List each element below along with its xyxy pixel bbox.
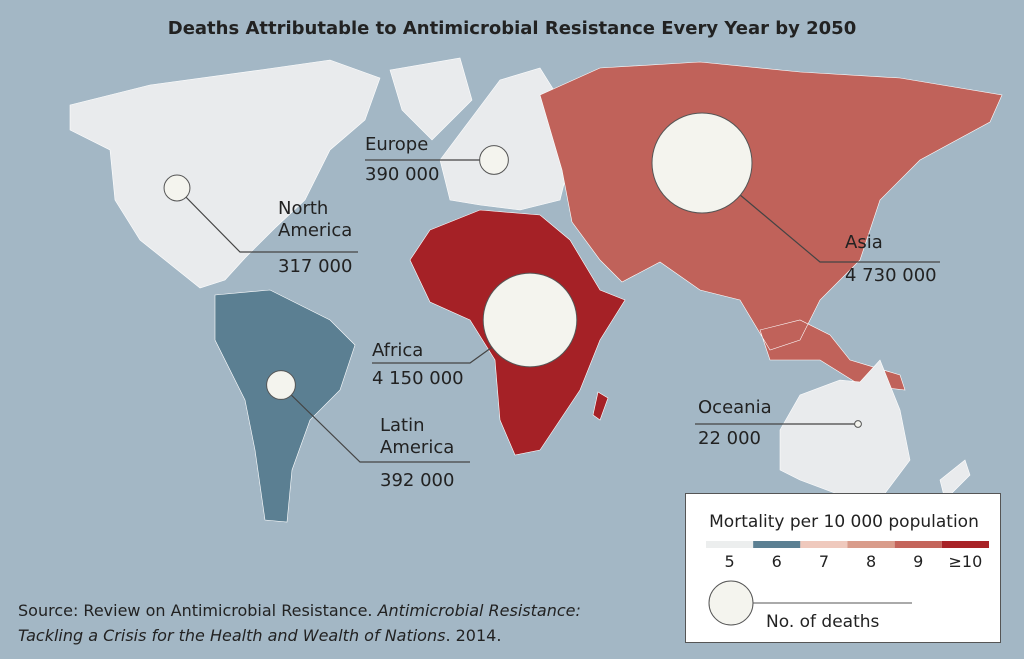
source: Source: Review on Antimicrobial Resistan… [18, 598, 638, 648]
leader-lines [176, 159, 940, 463]
asia [539, 61, 1003, 391]
scale-label: 6 [771, 552, 782, 571]
leader-line [701, 162, 940, 263]
death-bubble [482, 272, 578, 368]
death-bubble [651, 112, 753, 214]
size-key [708, 580, 754, 626]
scale-label: ≥10 [948, 552, 983, 571]
scale-label: 9 [913, 552, 924, 571]
death-bubble [163, 174, 191, 202]
scale-swatch [894, 541, 942, 548]
legend: Mortality per 10 000 population No. of d… [685, 493, 1001, 643]
region-name: Europe [365, 134, 429, 155]
scale-swatch [847, 541, 895, 548]
latin-america [214, 289, 356, 523]
region-deaths: 317 000 [278, 256, 353, 277]
region-deaths: 4 150 000 [372, 368, 464, 389]
source-suffix: . 2014. [445, 626, 502, 645]
death-bubble [266, 370, 296, 400]
scale-swatch [941, 541, 989, 548]
death-bubble [479, 145, 509, 175]
scale-label: 8 [865, 552, 877, 571]
region-name: Latin America [380, 415, 455, 458]
north-america [69, 57, 473, 289]
region-name: Asia [845, 232, 883, 253]
region-deaths: 392 000 [380, 470, 455, 491]
legend-graphic [706, 541, 989, 626]
title: Deaths Attributable to Antimicrobial Res… [167, 18, 857, 39]
scale-label: 5 [724, 552, 735, 571]
region-deaths: 22 000 [698, 428, 761, 449]
scale-swatch [800, 541, 848, 548]
region-deaths: 390 000 [365, 164, 440, 185]
legend-title: Mortality per 10 000 population [709, 512, 979, 532]
region-name: Oceania [698, 397, 772, 418]
source-title: Antimicrobial Resistance: Tackling a Cri… [18, 601, 581, 645]
scale-label: 7 [818, 552, 829, 571]
region-deaths: 4 730 000 [845, 265, 937, 286]
scale-swatch [706, 541, 754, 548]
region-name: North America [278, 198, 353, 241]
region-name: Africa [372, 340, 424, 361]
source-prefix: Source: Review on Antimicrobial Resistan… [18, 601, 378, 620]
death-bubble [854, 420, 862, 428]
scale-swatch [753, 541, 801, 548]
leader-line [176, 187, 358, 253]
oceania [779, 359, 971, 501]
size-label: No. of deaths [766, 612, 880, 632]
leader-line [280, 384, 470, 463]
